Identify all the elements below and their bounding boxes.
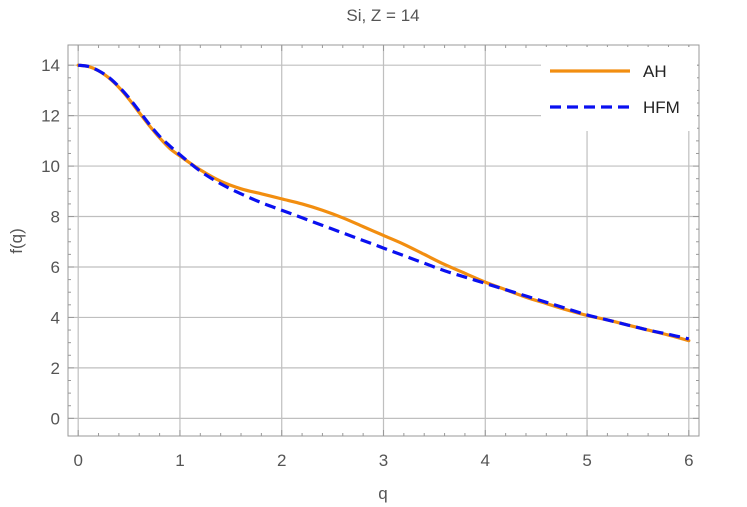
y-axis-label: f(q) bbox=[7, 228, 26, 254]
x-tick-label: 2 bbox=[277, 451, 286, 470]
y-tick-label: 2 bbox=[51, 359, 60, 378]
x-tick-label: 0 bbox=[73, 451, 82, 470]
chart-title: Si, Z = 14 bbox=[346, 6, 419, 25]
y-tick-label: 14 bbox=[41, 56, 60, 75]
x-axis-label: q bbox=[378, 484, 387, 503]
y-tick-label: 8 bbox=[51, 208, 60, 227]
legend: AH HFM bbox=[541, 47, 697, 131]
series-group bbox=[76, 63, 691, 343]
x-tick-label: 3 bbox=[379, 451, 388, 470]
x-tick-label: 1 bbox=[175, 451, 184, 470]
y-tick-label: 4 bbox=[51, 308, 60, 327]
series-line-hfm bbox=[77, 63, 690, 341]
y-tick-label: 10 bbox=[41, 157, 60, 176]
x-tick-label: 5 bbox=[582, 451, 591, 470]
legend-label-ah: AH bbox=[643, 62, 667, 81]
y-tick-label: 6 bbox=[51, 258, 60, 277]
x-tick-label: 4 bbox=[481, 451, 490, 470]
y-tick-label: 12 bbox=[41, 107, 60, 126]
legend-label-hfm: HFM bbox=[643, 98, 680, 117]
legend-box bbox=[541, 47, 697, 131]
x-tick-label: 6 bbox=[684, 451, 693, 470]
y-tick-label: 0 bbox=[51, 409, 60, 428]
